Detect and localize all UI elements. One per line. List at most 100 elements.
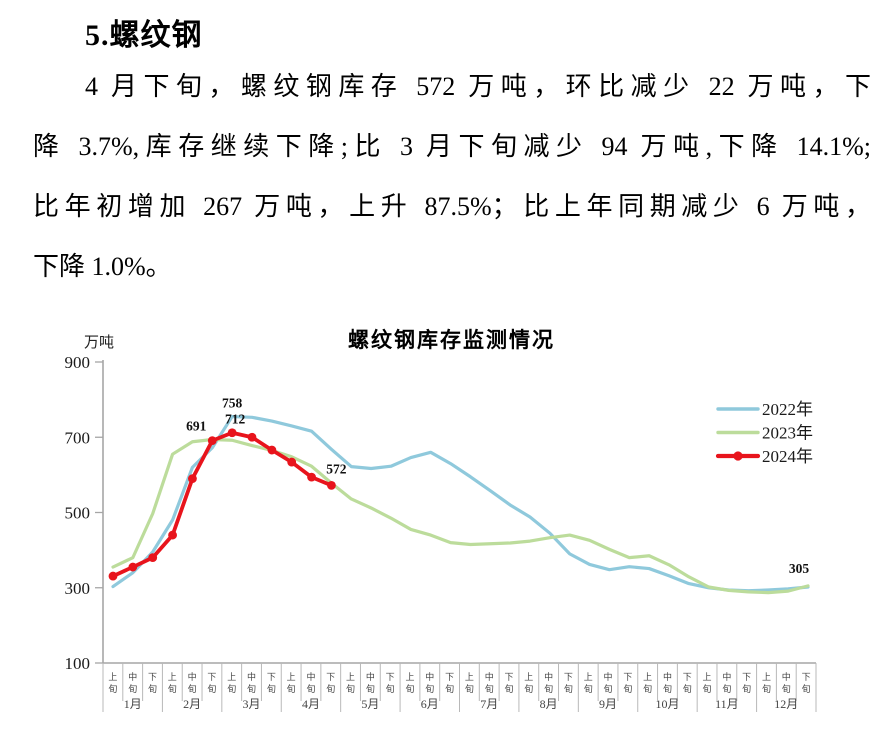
period-label: 旬 xyxy=(465,683,474,694)
period-label: 旬 xyxy=(584,683,593,694)
period-label: 旬 xyxy=(524,683,533,694)
period-label: 上 xyxy=(346,672,355,682)
period-label: 旬 xyxy=(188,683,197,694)
period-label: 中 xyxy=(485,671,494,682)
period-label: 旬 xyxy=(128,683,137,694)
legend-label-2022年: 2022年 xyxy=(762,400,813,419)
period-label: 上 xyxy=(227,672,236,682)
period-label: 中 xyxy=(188,671,197,682)
y-tick-label: 900 xyxy=(65,353,91,372)
period-label: 旬 xyxy=(287,683,296,694)
month-label: 5月 xyxy=(361,697,379,711)
period-label: 下 xyxy=(683,672,692,682)
data-point-marker xyxy=(207,436,217,446)
data-point-marker xyxy=(108,571,118,581)
month-label: 10月 xyxy=(655,697,679,711)
period-label: 旬 xyxy=(425,683,434,694)
month-label: 3月 xyxy=(243,697,261,711)
period-label: 旬 xyxy=(802,683,811,694)
period-label: 旬 xyxy=(386,683,395,694)
period-label: 旬 xyxy=(108,683,117,694)
period-label: 上 xyxy=(762,672,771,682)
period-label: 下 xyxy=(207,672,216,682)
period-label: 上 xyxy=(584,672,593,682)
period-label: 旬 xyxy=(762,683,771,694)
period-label: 旬 xyxy=(782,683,791,694)
period-label: 旬 xyxy=(505,683,514,694)
month-label: 4月 xyxy=(302,697,320,711)
data-point-marker xyxy=(227,428,237,438)
data-point-marker xyxy=(168,530,177,540)
period-label: 旬 xyxy=(267,683,276,694)
period-label: 下 xyxy=(802,672,811,682)
chart-canvas: 900700500300100上旬中旬下旬上旬中旬下旬上旬中旬下旬上旬中旬下旬上… xyxy=(65,353,817,712)
y-axis-unit-label: 万吨 xyxy=(84,335,115,351)
period-label: 中 xyxy=(366,671,375,682)
period-label: 中 xyxy=(722,671,731,682)
period-label: 旬 xyxy=(168,683,177,694)
month-label: 6月 xyxy=(421,697,439,711)
period-label: 旬 xyxy=(366,683,375,694)
period-label: 旬 xyxy=(306,683,315,694)
data-label: 712 xyxy=(225,412,246,427)
data-label: 305 xyxy=(789,561,810,576)
period-label: 旬 xyxy=(722,683,731,694)
legend-label-2024年: 2024年 xyxy=(762,447,813,466)
period-label: 上 xyxy=(405,672,414,682)
month-label: 11月 xyxy=(715,697,739,711)
period-label: 中 xyxy=(544,671,553,682)
period-label: 下 xyxy=(505,672,514,682)
period-label: 上 xyxy=(524,672,533,682)
period-label: 旬 xyxy=(485,683,494,694)
period-label: 中 xyxy=(247,671,256,682)
rebar-inventory-figure: 螺纹钢库存监测情况 万吨 900 700 500 300 100 上旬中旬下旬上旬中旬下旬… xyxy=(0,318,883,736)
series-line-2023年 xyxy=(111,437,810,595)
y-tick-label: 300 xyxy=(65,579,91,598)
period-label: 旬 xyxy=(544,683,553,694)
period-label: 中 xyxy=(663,671,672,682)
period-label: 下 xyxy=(742,672,751,682)
period-label: 旬 xyxy=(663,683,672,694)
period-label: 上 xyxy=(168,672,177,682)
period-label: 旬 xyxy=(445,683,454,694)
period-label: 旬 xyxy=(326,683,335,694)
period-label: 旬 xyxy=(683,683,692,694)
body-paragraph: 4 月下旬，螺纹钢库存 572 万吨，环比减少 22 万吨，下 降 3.7%,库… xyxy=(33,57,871,297)
legend-marker-2024年 xyxy=(733,451,743,461)
period-label: 旬 xyxy=(405,683,414,694)
month-label: 1月 xyxy=(124,697,142,711)
data-point-marker xyxy=(148,553,158,563)
period-label: 下 xyxy=(623,672,632,682)
series-line-2022年 xyxy=(111,414,810,593)
period-label: 旬 xyxy=(742,683,751,694)
month-label: 9月 xyxy=(599,697,617,711)
chart-title: 螺纹钢库存监测情况 xyxy=(348,328,555,352)
data-point-marker xyxy=(267,445,277,455)
series-line-2024年 xyxy=(111,430,334,578)
period-label: 旬 xyxy=(623,683,632,694)
period-label: 旬 xyxy=(148,683,157,694)
y-tick-label: 500 xyxy=(65,504,91,523)
paragraph-line: 比年初增加 267 万吨，上升 87.5%；比上年同期减少 6 万吨， xyxy=(33,192,871,221)
month-label: 2月 xyxy=(183,697,201,711)
period-label: 下 xyxy=(386,672,395,682)
period-label: 中 xyxy=(425,671,434,682)
month-label: 7月 xyxy=(480,697,498,711)
data-point-marker xyxy=(188,474,197,484)
period-label: 上 xyxy=(108,672,117,682)
period-label: 上 xyxy=(465,672,474,682)
period-label: 旬 xyxy=(703,683,712,694)
period-label: 旬 xyxy=(604,683,613,694)
data-point-marker xyxy=(128,562,138,572)
period-label: 旬 xyxy=(346,683,355,694)
paragraph-line: 4 月下旬，螺纹钢库存 572 万吨，环比减少 22 万吨，下 xyxy=(85,72,871,101)
period-label: 下 xyxy=(267,672,276,682)
period-label: 旬 xyxy=(564,683,573,694)
period-label: 下 xyxy=(564,672,573,682)
data-label: 758 xyxy=(222,396,243,411)
data-label: 691 xyxy=(186,419,207,434)
legend-label-2023年: 2023年 xyxy=(762,424,813,443)
period-label: 下 xyxy=(326,672,335,682)
y-tick-label: 700 xyxy=(65,428,91,447)
month-label: 8月 xyxy=(540,697,558,711)
